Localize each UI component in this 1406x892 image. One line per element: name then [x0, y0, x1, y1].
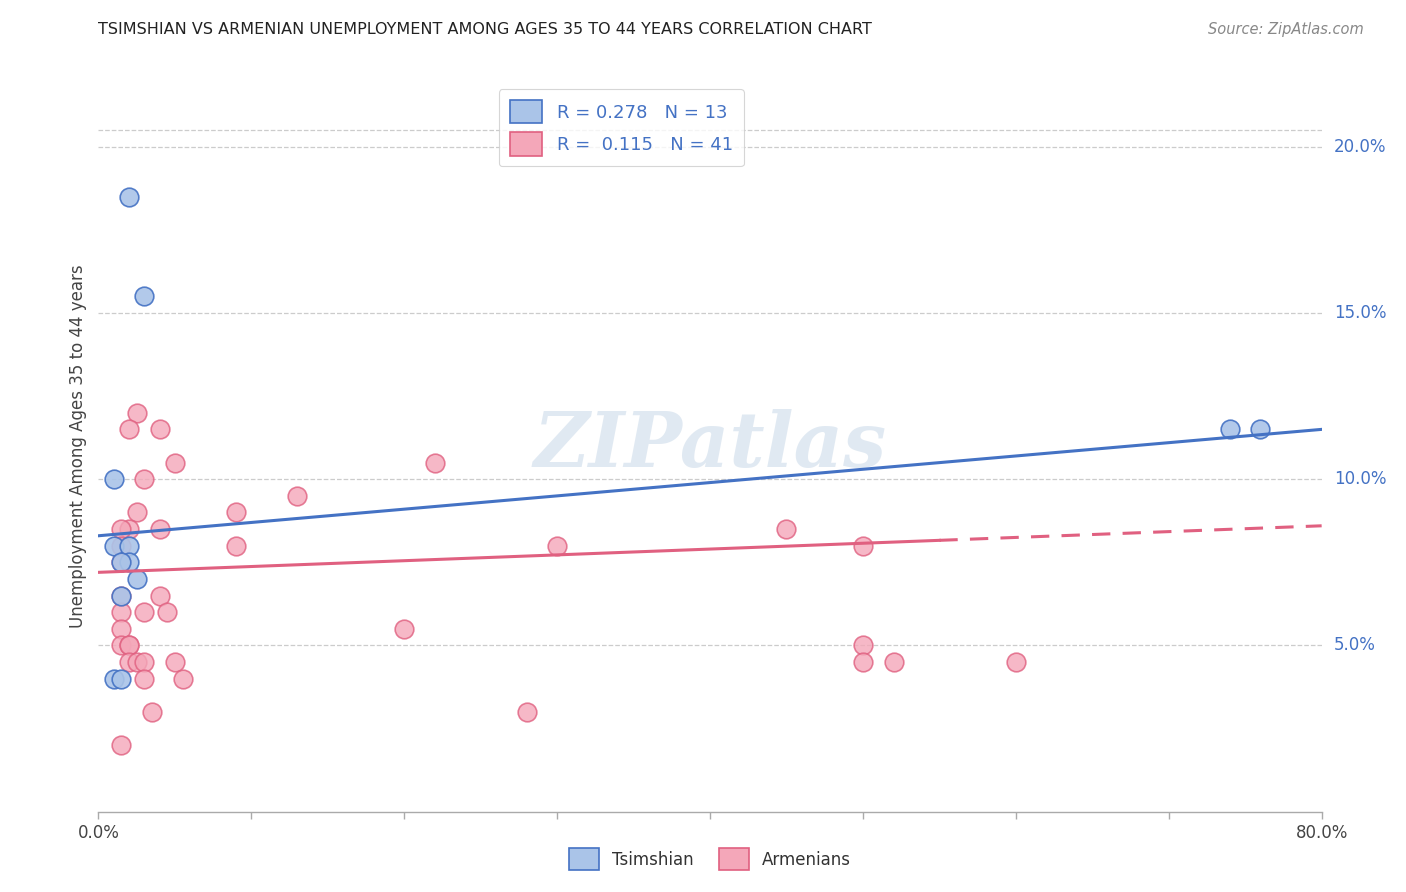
- Point: [110, 622, 132, 636]
- Point: [118, 422, 141, 436]
- Point: [103, 672, 125, 686]
- Point: [285, 489, 308, 503]
- Point: [134, 289, 156, 303]
- Point: [110, 605, 132, 619]
- Point: [134, 605, 156, 619]
- Point: [110, 555, 132, 569]
- Text: 5.0%: 5.0%: [1334, 637, 1375, 655]
- Point: [110, 672, 132, 686]
- Point: [141, 705, 163, 719]
- Point: [125, 572, 148, 586]
- Text: Source: ZipAtlas.com: Source: ZipAtlas.com: [1208, 22, 1364, 37]
- Point: [156, 605, 179, 619]
- Point: [172, 672, 194, 686]
- Point: [110, 639, 132, 653]
- Point: [1004, 655, 1026, 669]
- Point: [118, 655, 141, 669]
- Point: [118, 555, 141, 569]
- Point: [125, 506, 148, 520]
- Point: [125, 406, 148, 420]
- Point: [149, 522, 172, 536]
- Point: [110, 555, 132, 569]
- Point: [852, 655, 875, 669]
- Y-axis label: Unemployment Among Ages 35 to 44 years: Unemployment Among Ages 35 to 44 years: [69, 264, 87, 628]
- Point: [852, 539, 875, 553]
- Point: [775, 522, 797, 536]
- Point: [392, 622, 416, 636]
- Point: [110, 589, 132, 603]
- Text: ZIPatlas: ZIPatlas: [533, 409, 887, 483]
- Point: [118, 639, 141, 653]
- Legend: Tsimshian, Armenians: Tsimshian, Armenians: [562, 842, 858, 877]
- Point: [118, 539, 141, 553]
- Point: [110, 522, 132, 536]
- Point: [1219, 422, 1241, 436]
- Point: [118, 639, 141, 653]
- Point: [225, 506, 247, 520]
- Point: [118, 189, 141, 203]
- Text: 20.0%: 20.0%: [1334, 137, 1386, 156]
- Point: [163, 655, 186, 669]
- Point: [1249, 422, 1271, 436]
- Point: [163, 456, 186, 470]
- Text: TSIMSHIAN VS ARMENIAN UNEMPLOYMENT AMONG AGES 35 TO 44 YEARS CORRELATION CHART: TSIMSHIAN VS ARMENIAN UNEMPLOYMENT AMONG…: [98, 22, 872, 37]
- Text: 15.0%: 15.0%: [1334, 304, 1386, 322]
- Point: [134, 672, 156, 686]
- Point: [125, 655, 148, 669]
- Point: [883, 655, 905, 669]
- Text: 10.0%: 10.0%: [1334, 470, 1386, 488]
- Point: [110, 589, 132, 603]
- Point: [149, 589, 172, 603]
- Point: [423, 456, 446, 470]
- Point: [103, 472, 125, 486]
- Point: [516, 705, 538, 719]
- Point: [225, 539, 247, 553]
- Point: [118, 522, 141, 536]
- Point: [103, 539, 125, 553]
- Point: [852, 639, 875, 653]
- Point: [546, 539, 568, 553]
- Point: [110, 539, 132, 553]
- Point: [134, 472, 156, 486]
- Point: [149, 422, 172, 436]
- Point: [134, 655, 156, 669]
- Point: [110, 738, 132, 752]
